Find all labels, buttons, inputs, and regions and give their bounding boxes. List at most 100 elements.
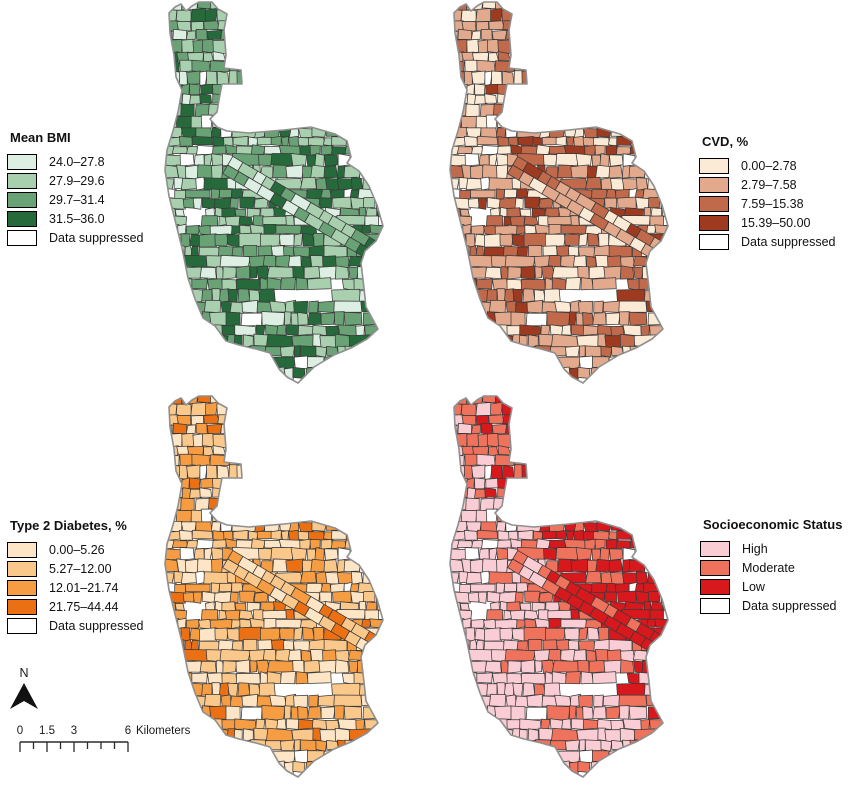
census-block bbox=[362, 197, 376, 209]
legend-t2d: Type 2 Diabetes, % 0.00–5.26 5.27–12.00 12… bbox=[7, 518, 144, 635]
census-block bbox=[527, 245, 543, 257]
census-block bbox=[484, 70, 493, 87]
census-block bbox=[524, 225, 537, 235]
census-block bbox=[511, 346, 539, 358]
census-block bbox=[206, 423, 223, 434]
census-block bbox=[284, 705, 292, 721]
census-block bbox=[488, 20, 505, 31]
census-block bbox=[248, 649, 266, 662]
census-block bbox=[241, 693, 259, 708]
census-block bbox=[176, 21, 192, 32]
census-block bbox=[494, 619, 518, 630]
city-boundary bbox=[449, 395, 669, 778]
census-block bbox=[577, 246, 595, 258]
census-block bbox=[592, 671, 617, 684]
census-block bbox=[595, 649, 610, 662]
map-slot-t2d bbox=[129, 394, 429, 790]
census-blocks bbox=[165, 2, 383, 380]
census-block bbox=[181, 432, 195, 448]
census-block bbox=[206, 464, 218, 480]
census-block bbox=[261, 311, 286, 327]
census-block bbox=[270, 153, 294, 166]
census-block bbox=[523, 232, 548, 248]
legend-item: 2.79–7.58 bbox=[699, 175, 836, 194]
census-block bbox=[231, 225, 242, 235]
census-block bbox=[293, 355, 309, 369]
census-block bbox=[465, 572, 482, 585]
census-block bbox=[588, 660, 606, 674]
census-block bbox=[269, 300, 287, 313]
census-block bbox=[466, 432, 480, 448]
census-block bbox=[497, 487, 521, 498]
census-block bbox=[491, 423, 508, 434]
city-boundary bbox=[164, 1, 384, 384]
census-block bbox=[196, 558, 214, 573]
census-block bbox=[584, 144, 597, 156]
census-block bbox=[172, 422, 187, 434]
census-block bbox=[506, 207, 521, 218]
census-block bbox=[209, 225, 233, 236]
census-block bbox=[275, 618, 303, 629]
census-block bbox=[260, 233, 281, 248]
census-block bbox=[270, 135, 282, 146]
census-block bbox=[576, 334, 600, 348]
census-block bbox=[585, 570, 602, 584]
census-block bbox=[568, 640, 580, 652]
census-block bbox=[527, 639, 543, 651]
census-block bbox=[232, 136, 249, 147]
census-block bbox=[547, 215, 573, 226]
legend-swatch bbox=[700, 559, 730, 576]
census-block bbox=[584, 538, 597, 550]
census-block bbox=[258, 682, 276, 697]
census-block bbox=[561, 718, 572, 730]
census-block bbox=[214, 233, 229, 247]
census-block bbox=[509, 215, 526, 227]
census-block bbox=[520, 673, 546, 685]
census-block bbox=[598, 626, 610, 641]
census-block bbox=[492, 672, 509, 684]
census-block bbox=[306, 582, 324, 594]
census-block bbox=[262, 255, 277, 268]
census-block bbox=[533, 255, 551, 268]
census-block bbox=[525, 312, 548, 327]
census-block bbox=[220, 423, 233, 435]
census-block bbox=[459, 583, 472, 594]
census-block bbox=[171, 146, 189, 155]
census-block bbox=[476, 672, 493, 684]
census-block bbox=[331, 530, 347, 540]
map-slot-cvd bbox=[414, 0, 714, 396]
census-block bbox=[165, 60, 180, 72]
census-block bbox=[503, 582, 518, 592]
census-block bbox=[200, 114, 213, 130]
legend-swatch bbox=[699, 195, 729, 212]
census-block bbox=[608, 137, 619, 147]
census-block bbox=[239, 619, 252, 629]
census-block bbox=[199, 464, 208, 481]
census-block bbox=[584, 739, 602, 752]
census-block bbox=[465, 233, 476, 248]
census-block bbox=[543, 154, 558, 167]
census-block bbox=[241, 299, 259, 314]
census-block bbox=[464, 547, 480, 561]
census-block bbox=[463, 136, 478, 147]
census-block bbox=[477, 433, 489, 448]
census-block bbox=[451, 39, 468, 54]
census-block bbox=[285, 164, 305, 179]
census-block bbox=[583, 522, 599, 533]
census-block bbox=[545, 627, 566, 642]
census-block bbox=[582, 719, 599, 730]
census-block bbox=[216, 8, 234, 23]
census-block bbox=[509, 609, 526, 621]
census-block bbox=[551, 266, 580, 279]
census-block bbox=[298, 522, 314, 533]
legend-item: Data suppressed bbox=[699, 232, 836, 251]
census-block bbox=[227, 288, 239, 303]
census-block bbox=[211, 558, 223, 574]
census-block bbox=[201, 609, 219, 621]
north-label: N bbox=[19, 666, 28, 680]
census-block bbox=[464, 153, 480, 167]
census-block bbox=[507, 266, 523, 280]
census-block bbox=[234, 602, 247, 612]
census-block bbox=[506, 672, 523, 685]
census-block bbox=[644, 683, 668, 697]
